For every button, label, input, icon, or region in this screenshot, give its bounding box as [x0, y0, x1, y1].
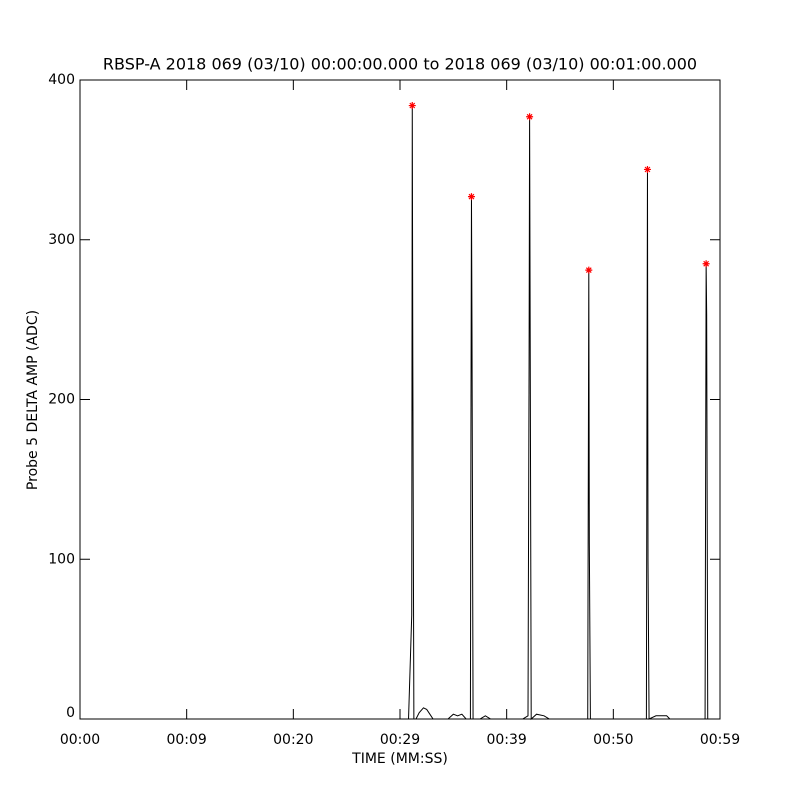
- peak-marker: [467, 193, 475, 201]
- x-tick-label: 00:29: [380, 732, 420, 748]
- x-tick-label: 00:20: [273, 732, 313, 748]
- peak-marker: [408, 102, 416, 110]
- y-tick-label: 0: [66, 705, 75, 721]
- x-tick-label: 00:00: [60, 732, 100, 748]
- y-tick-label: 400: [48, 72, 75, 88]
- x-axis-label: TIME (MM:SS): [351, 751, 448, 767]
- x-tick-label: 00:50: [593, 732, 633, 748]
- x-tick-label: 00:39: [486, 732, 526, 748]
- data-line: [408, 105, 709, 721]
- y-tick-label: 200: [48, 392, 75, 408]
- peak-marker: [643, 165, 651, 173]
- chart-title: RBSP-A 2018 069 (03/10) 00:00:00.000 to …: [103, 55, 697, 74]
- plot-frame: [79, 79, 721, 720]
- peak-marker: [526, 113, 534, 121]
- y-tick-label: 300: [48, 232, 75, 248]
- peak-marker: [702, 260, 710, 268]
- x-tick-label: 00:59: [700, 732, 740, 748]
- peak-marker: [585, 266, 593, 274]
- x-tick-label: 00:09: [166, 732, 206, 748]
- y-tick-label: 100: [48, 551, 75, 567]
- y-axis-label: Probe 5 DELTA AMP (ADC): [25, 310, 41, 490]
